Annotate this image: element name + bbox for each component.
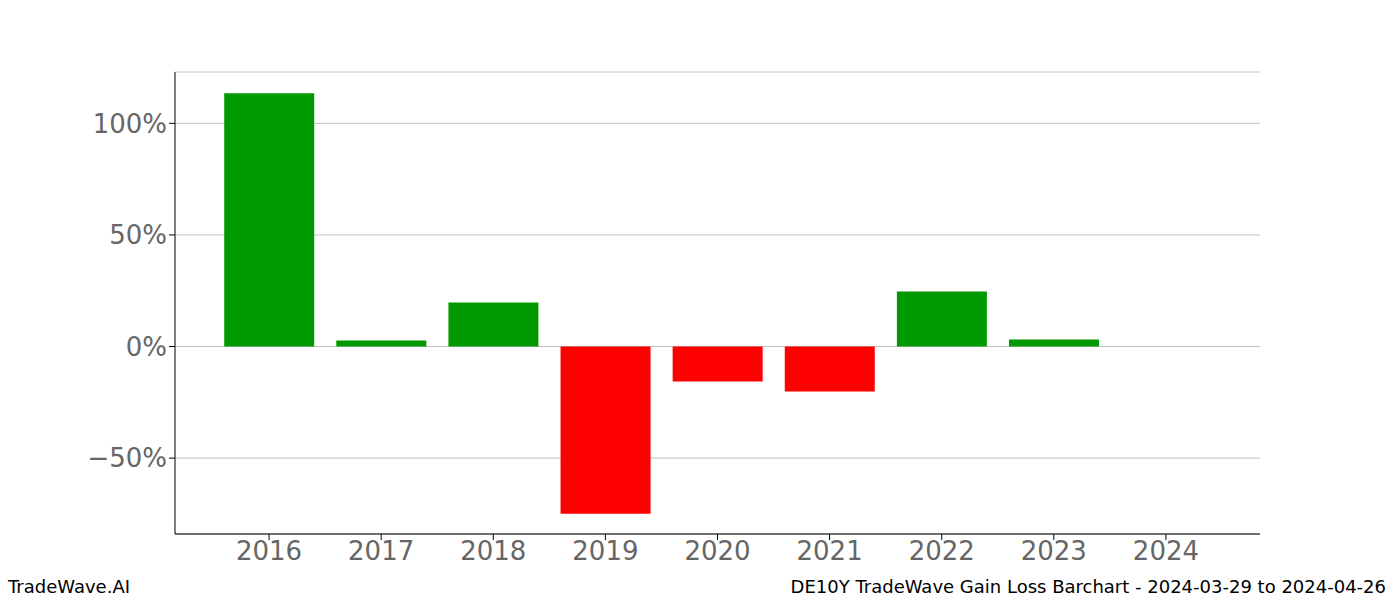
svg-text:2018: 2018 <box>460 536 526 566</box>
svg-text:2023: 2023 <box>1021 536 1087 566</box>
svg-text:2024: 2024 <box>1133 536 1199 566</box>
svg-text:2022: 2022 <box>909 536 975 566</box>
svg-text:0%: 0% <box>126 332 167 362</box>
svg-text:2016: 2016 <box>236 536 302 566</box>
svg-text:2021: 2021 <box>797 536 863 566</box>
svg-text:2019: 2019 <box>572 536 638 566</box>
svg-text:2020: 2020 <box>684 536 750 566</box>
html-text:TradeWave.AI: TradeWave.AI <box>8 576 130 597</box>
svg-text:2017: 2017 <box>348 536 414 566</box>
html-text:DE10Y TradeWave Gain Loss Barc: DE10Y TradeWave Gain Loss Barchart - 202… <box>790 576 1386 597</box>
svg-text:100%: 100% <box>93 109 167 139</box>
svg-text:50%: 50% <box>109 220 167 250</box>
svg-text:−50%: −50% <box>87 443 167 473</box>
